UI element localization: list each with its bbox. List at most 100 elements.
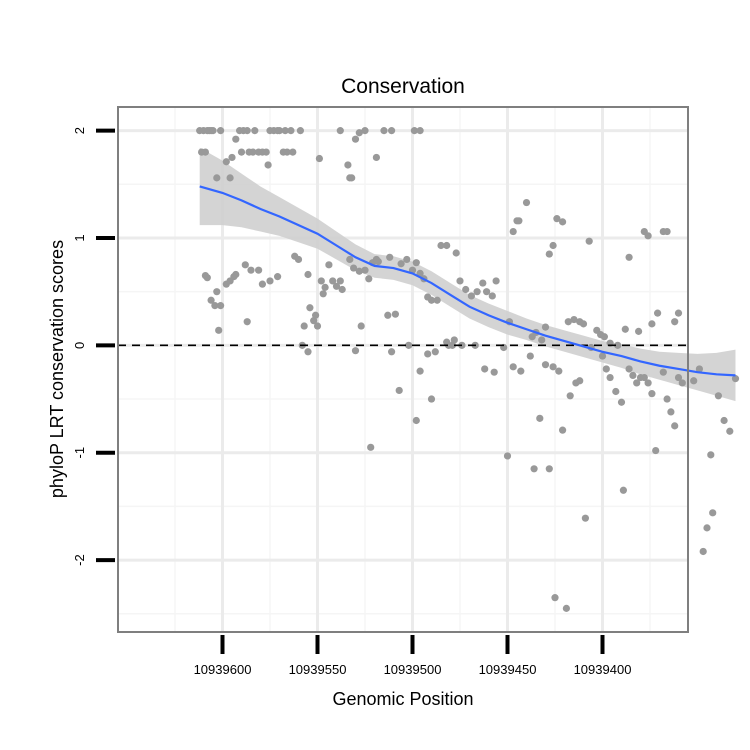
data-point bbox=[207, 296, 215, 304]
data-point bbox=[217, 127, 225, 135]
y-axis-title: phyloP LRT conservation scores bbox=[47, 240, 67, 498]
data-point bbox=[678, 379, 686, 387]
data-point bbox=[296, 127, 304, 135]
data-point bbox=[648, 390, 656, 398]
data-point bbox=[410, 127, 418, 135]
data-point bbox=[386, 253, 394, 261]
data-point bbox=[541, 361, 550, 369]
data-point bbox=[361, 266, 369, 274]
y-tick-label: 2 bbox=[72, 127, 87, 134]
panel-border bbox=[117, 106, 689, 633]
data-point bbox=[416, 367, 424, 375]
data-point bbox=[509, 227, 517, 236]
data-point bbox=[351, 135, 360, 143]
data-point bbox=[433, 296, 441, 304]
data-point bbox=[213, 288, 221, 296]
data-point bbox=[674, 373, 683, 382]
data-point bbox=[247, 266, 255, 274]
data-point bbox=[490, 368, 498, 376]
data-point bbox=[726, 427, 734, 435]
data-point bbox=[644, 379, 652, 387]
data-point bbox=[699, 547, 707, 556]
data-point bbox=[249, 148, 257, 156]
data-point bbox=[357, 322, 365, 330]
data-point bbox=[274, 273, 282, 281]
data-point bbox=[617, 398, 626, 406]
data-point bbox=[348, 174, 356, 182]
data-point bbox=[321, 283, 329, 291]
data-point bbox=[640, 373, 648, 382]
data-point bbox=[226, 174, 234, 182]
data-point bbox=[283, 148, 291, 156]
data-point bbox=[663, 227, 671, 236]
data-point bbox=[553, 215, 561, 223]
data-point bbox=[374, 258, 382, 266]
data-point bbox=[294, 255, 303, 264]
data-point bbox=[346, 255, 354, 264]
data-point bbox=[350, 264, 358, 272]
data-point bbox=[241, 261, 249, 269]
data-point bbox=[488, 292, 496, 300]
x-tick-label: 10939550 bbox=[289, 662, 347, 677]
data-point bbox=[215, 326, 223, 334]
chart-title: Conservation bbox=[341, 75, 465, 98]
data-point bbox=[602, 365, 610, 373]
data-point bbox=[633, 379, 641, 387]
data-point bbox=[431, 348, 439, 356]
data-point bbox=[325, 261, 333, 269]
data-point bbox=[232, 270, 240, 279]
data-point bbox=[674, 309, 683, 317]
data-point bbox=[671, 318, 679, 326]
data-point bbox=[201, 148, 209, 156]
data-point bbox=[559, 426, 567, 434]
data-point bbox=[720, 416, 728, 425]
data-point bbox=[644, 232, 652, 240]
data-point bbox=[530, 465, 538, 473]
data-point bbox=[395, 386, 403, 395]
axes: 10939600 10939550 10939500 10939450 10939400… bbox=[72, 127, 631, 677]
data-point bbox=[621, 325, 629, 333]
data-point bbox=[462, 285, 470, 294]
data-point bbox=[545, 465, 553, 473]
data-point bbox=[412, 259, 420, 267]
data-point bbox=[361, 127, 369, 135]
data-point bbox=[707, 451, 715, 459]
data-point bbox=[625, 365, 633, 373]
data-point bbox=[281, 127, 289, 135]
data-point bbox=[222, 158, 230, 166]
y-tick-label: 1 bbox=[72, 234, 87, 241]
data-point bbox=[652, 446, 660, 455]
data-point bbox=[450, 336, 458, 344]
data-point bbox=[522, 198, 531, 207]
data-point bbox=[209, 127, 217, 135]
y-tick-label: -1 bbox=[72, 447, 87, 459]
data-point bbox=[427, 395, 436, 403]
data-point bbox=[412, 416, 420, 425]
data-point bbox=[388, 127, 396, 135]
confidence-ribbon bbox=[199, 147, 736, 402]
data-point bbox=[536, 414, 544, 422]
data-point bbox=[551, 594, 559, 602]
data-point bbox=[709, 509, 717, 517]
data-point bbox=[570, 315, 578, 324]
data-point bbox=[481, 365, 489, 373]
data-point bbox=[659, 368, 667, 376]
data-point bbox=[275, 127, 284, 135]
loess-line bbox=[199, 185, 736, 377]
data-point bbox=[545, 250, 553, 258]
data-point bbox=[304, 270, 312, 279]
data-point bbox=[635, 327, 643, 335]
data-point bbox=[579, 320, 588, 328]
x-tick-label: 10939500 bbox=[384, 662, 442, 677]
data-point bbox=[217, 302, 225, 310]
data-point bbox=[598, 352, 607, 360]
data-point bbox=[517, 367, 525, 375]
data-point bbox=[581, 514, 590, 522]
data-point bbox=[338, 285, 346, 294]
data-point bbox=[424, 350, 432, 358]
data-point bbox=[671, 422, 679, 430]
data-point bbox=[509, 363, 517, 371]
data-point bbox=[612, 387, 620, 396]
data-point bbox=[526, 352, 534, 360]
